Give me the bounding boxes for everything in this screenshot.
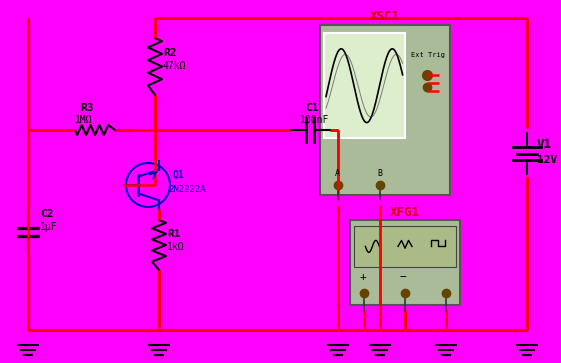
Text: A: A xyxy=(335,168,340,178)
Text: 47kΩ: 47kΩ xyxy=(163,61,186,71)
Text: V1: V1 xyxy=(537,139,552,151)
FancyBboxPatch shape xyxy=(324,33,404,138)
Text: −: − xyxy=(400,272,407,282)
Text: Ext Trig: Ext Trig xyxy=(411,52,445,58)
Text: 100nF: 100nF xyxy=(300,115,329,125)
Text: R1: R1 xyxy=(167,229,181,239)
Text: R2: R2 xyxy=(163,48,177,58)
Text: C1: C1 xyxy=(305,103,319,113)
Text: XSC1: XSC1 xyxy=(370,11,400,24)
Text: Q1: Q1 xyxy=(173,170,185,180)
Text: 1kΩ: 1kΩ xyxy=(167,242,185,252)
FancyBboxPatch shape xyxy=(350,220,460,305)
Text: XFG1: XFG1 xyxy=(390,205,420,219)
FancyBboxPatch shape xyxy=(354,226,456,267)
Text: B: B xyxy=(377,168,382,178)
Text: 12V: 12V xyxy=(537,155,557,165)
Text: C2: C2 xyxy=(40,209,53,219)
Text: 1MΩ: 1MΩ xyxy=(75,115,93,125)
FancyBboxPatch shape xyxy=(320,25,450,195)
Text: +: + xyxy=(360,272,367,282)
Text: 2N2222A: 2N2222A xyxy=(168,185,206,195)
Text: R3: R3 xyxy=(80,103,94,113)
Text: 1μF: 1μF xyxy=(40,222,58,232)
